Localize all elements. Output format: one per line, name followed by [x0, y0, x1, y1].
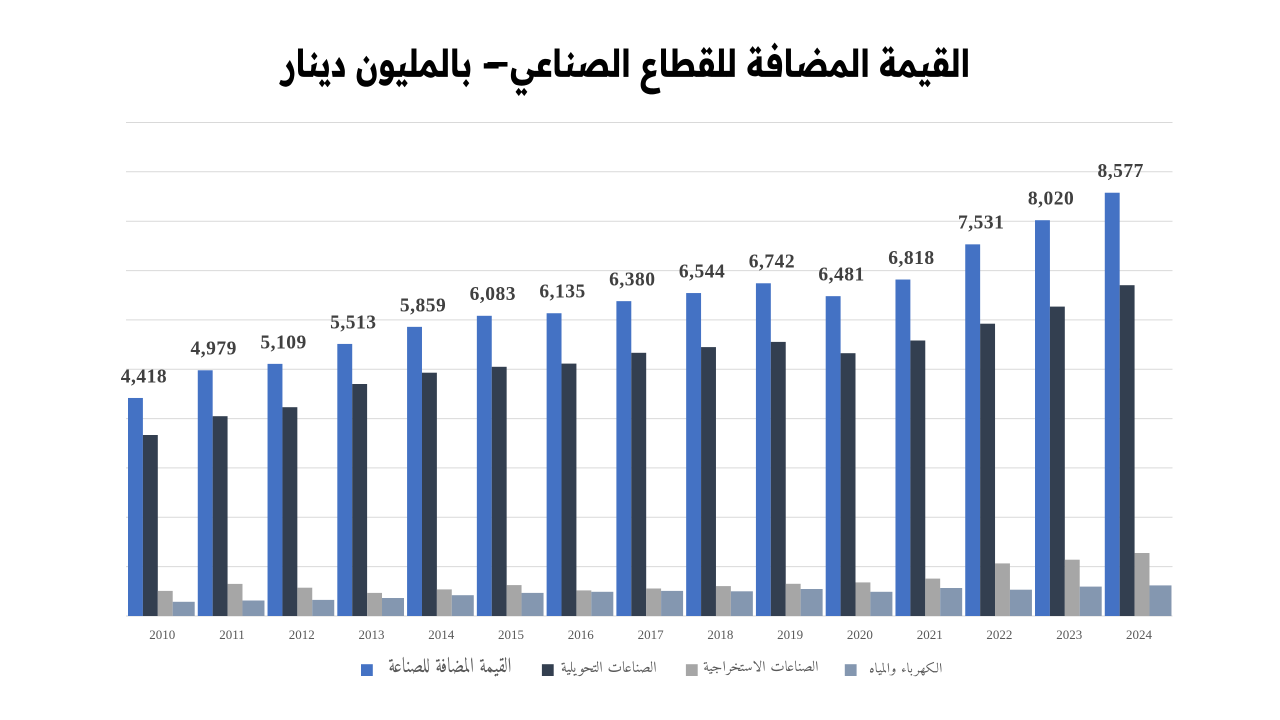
svg-text:6,135: 6,135 [539, 282, 585, 303]
svg-text:6,481: 6,481 [818, 265, 864, 286]
svg-text:8,577: 8,577 [1098, 161, 1144, 182]
svg-text:2017: 2017 [638, 627, 665, 642]
svg-text:2011: 2011 [219, 627, 245, 642]
svg-text:2021: 2021 [917, 627, 943, 642]
svg-text:2023: 2023 [1056, 627, 1082, 642]
svg-text:6,742: 6,742 [749, 252, 795, 273]
svg-text:5,513: 5,513 [330, 312, 376, 333]
svg-text:7,531: 7,531 [958, 213, 1004, 234]
svg-text:2014: 2014 [428, 627, 455, 642]
svg-text:5,859: 5,859 [400, 295, 446, 316]
svg-text:6,544: 6,544 [679, 262, 725, 283]
svg-text:6,818: 6,818 [888, 248, 934, 269]
svg-text:2020: 2020 [847, 627, 873, 642]
svg-text:2019: 2019 [777, 627, 803, 642]
svg-text:2012: 2012 [289, 627, 315, 642]
svg-text:8,020: 8,020 [1028, 189, 1074, 210]
svg-text:2015: 2015 [498, 627, 524, 642]
svg-text:2024: 2024 [1126, 627, 1153, 642]
svg-text:2022: 2022 [986, 627, 1012, 642]
svg-text:2013: 2013 [359, 627, 385, 642]
svg-text:2018: 2018 [707, 627, 733, 642]
svg-text:5,109: 5,109 [260, 332, 306, 353]
svg-text:6,380: 6,380 [609, 270, 655, 291]
svg-text:2010: 2010 [149, 627, 175, 642]
svg-text:6,083: 6,083 [470, 284, 516, 305]
svg-text:2016: 2016 [568, 627, 595, 642]
svg-text:4,418: 4,418 [121, 366, 167, 387]
svg-text:4,979: 4,979 [191, 339, 237, 360]
